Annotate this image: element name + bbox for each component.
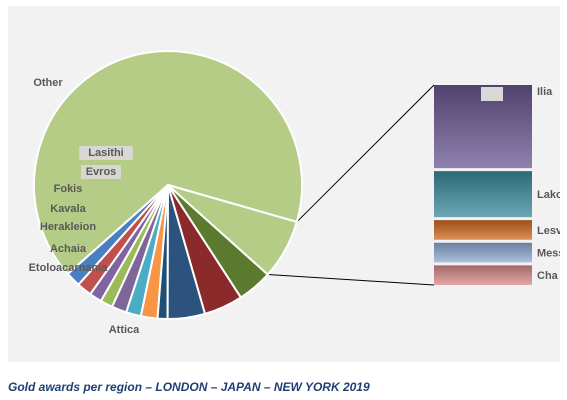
pie-label-box-evros (81, 165, 121, 179)
bar-label-lesv: Lesv (537, 225, 560, 237)
bar-segment-mess (434, 242, 532, 263)
pie-label-herakleion: Herakleion (40, 221, 97, 233)
bar-label-lako: Lako (537, 189, 560, 201)
pie-label-evros: Evros (86, 166, 117, 178)
pie-label-lasithi: Lasithi (88, 147, 123, 159)
pie-label-box-lasithi (79, 146, 133, 160)
bar-label-cha: Cha (537, 270, 559, 282)
pie-slice-attica (33, 50, 303, 276)
pie-label-fokis: Fokis (54, 183, 83, 195)
bar-label-box (481, 87, 503, 101)
bar-segment-lesv (434, 220, 532, 240)
pie-label-attica: Attica (109, 324, 140, 336)
connector-line-bottom (267, 274, 435, 286)
bar-label-ilia: Ilia (537, 86, 553, 98)
bar-segment-cha (434, 265, 532, 285)
bar-of-pie-chart: Attica Etoloacarnania Achaia Herakleion Kava… (29, 50, 560, 336)
chart-area: Attica Etoloacarnania Achaia Herakleion Kava… (8, 6, 560, 362)
connector-line-top (296, 84, 435, 223)
chart-caption: Gold awards per region – LONDON – JAPAN … (8, 380, 370, 394)
bar-label-mess: Mess (537, 248, 560, 260)
pie-label-etoloacarnania: Etoloacarnania (29, 262, 109, 274)
pie-label-kavala: Kavala (50, 203, 86, 215)
bar-segment-lako (434, 171, 532, 218)
pie-slice-12 (167, 184, 299, 276)
pie-label-other: Other (33, 77, 63, 89)
pie-label-achaia: Achaia (50, 243, 87, 255)
